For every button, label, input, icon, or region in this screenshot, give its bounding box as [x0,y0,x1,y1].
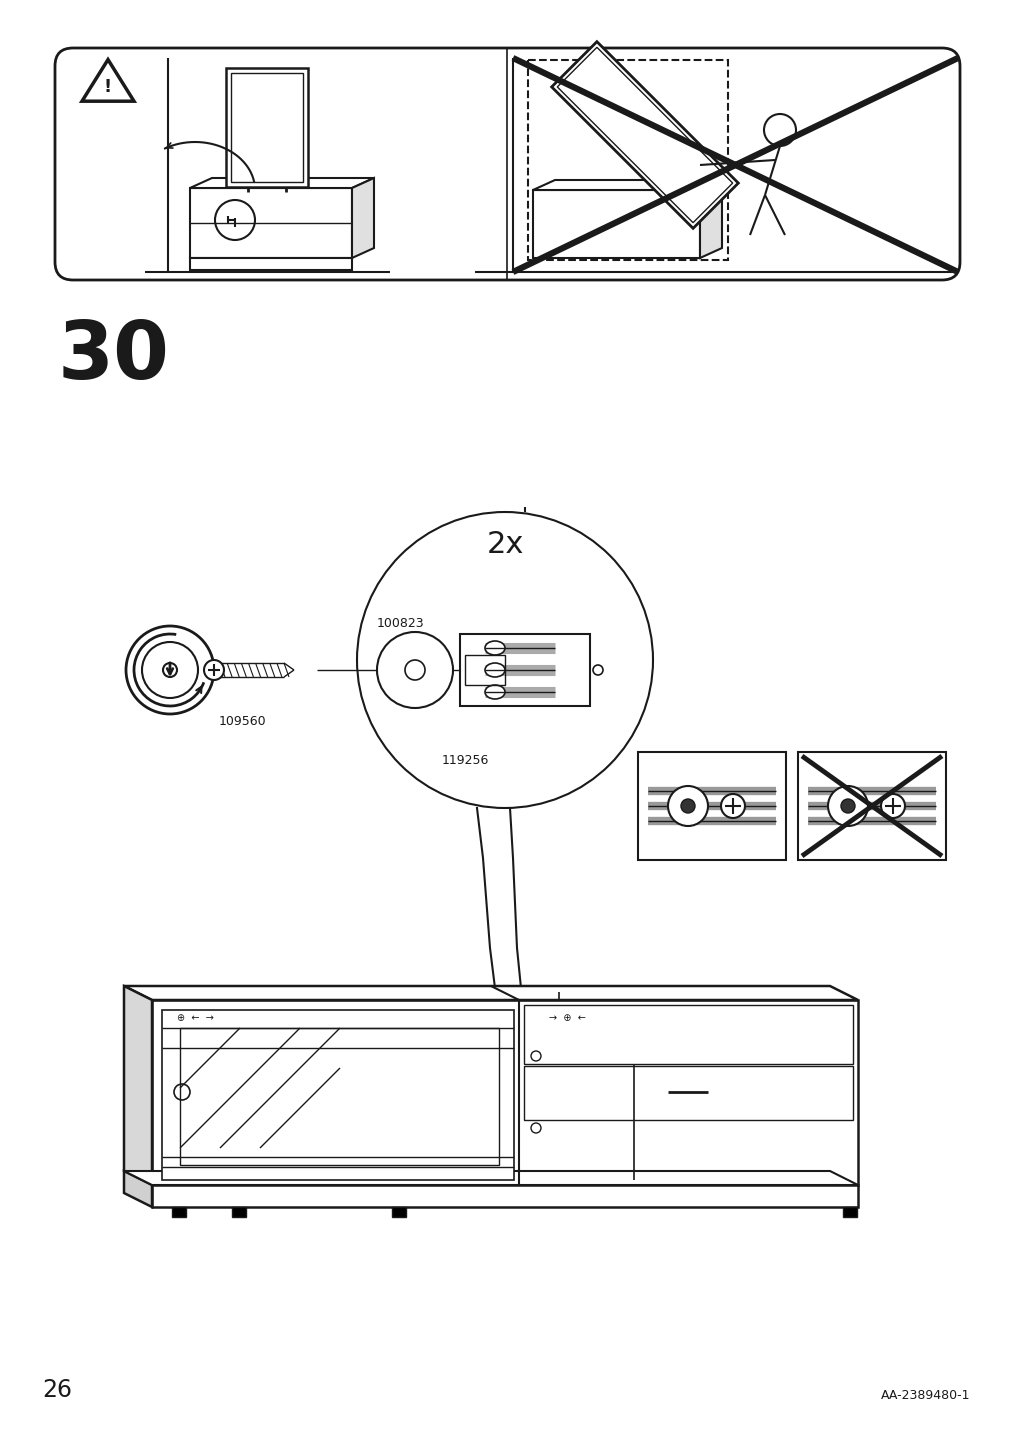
Polygon shape [82,60,133,102]
Text: 119256: 119256 [441,755,488,768]
Circle shape [667,786,708,826]
Text: 2x: 2x [486,530,524,558]
Text: 26: 26 [42,1378,72,1402]
Polygon shape [231,73,302,182]
Circle shape [840,799,854,813]
Polygon shape [232,1207,246,1217]
Polygon shape [225,67,307,188]
Text: AA-2389480-1: AA-2389480-1 [880,1389,969,1402]
Bar [464,654,504,684]
Polygon shape [172,1207,186,1217]
Circle shape [827,786,867,826]
Text: 30: 30 [58,318,170,397]
Polygon shape [190,188,352,258]
Polygon shape [551,42,738,228]
Polygon shape [180,1028,498,1166]
Polygon shape [391,1207,405,1217]
Polygon shape [842,1207,856,1217]
Ellipse shape [484,684,504,699]
Circle shape [680,799,695,813]
FancyBboxPatch shape [55,49,959,281]
Circle shape [720,793,744,818]
Circle shape [204,660,223,680]
Polygon shape [524,1065,852,1120]
Bar [528,60,727,261]
Polygon shape [124,1171,152,1207]
Polygon shape [124,1171,857,1186]
Polygon shape [162,1010,514,1180]
Circle shape [881,793,904,818]
Text: →  ⊕  ←: → ⊕ ← [548,1012,585,1022]
Polygon shape [352,178,374,258]
Text: 100823: 100823 [376,617,424,630]
Polygon shape [533,190,700,258]
Text: ⊕  ←  →: ⊕ ← → [177,1012,213,1022]
Polygon shape [557,47,732,223]
Text: 109560: 109560 [218,715,266,727]
Text: !: ! [104,77,112,96]
Polygon shape [700,180,721,258]
Bar [637,752,786,861]
Polygon shape [190,258,352,271]
Polygon shape [152,1186,857,1207]
Ellipse shape [484,663,504,677]
Bar [798,752,945,861]
Polygon shape [524,1005,852,1064]
Ellipse shape [484,642,504,654]
Polygon shape [152,1000,857,1186]
Polygon shape [124,987,857,1000]
Polygon shape [124,987,152,1186]
Polygon shape [460,634,589,706]
Polygon shape [190,178,374,188]
Polygon shape [533,180,721,190]
